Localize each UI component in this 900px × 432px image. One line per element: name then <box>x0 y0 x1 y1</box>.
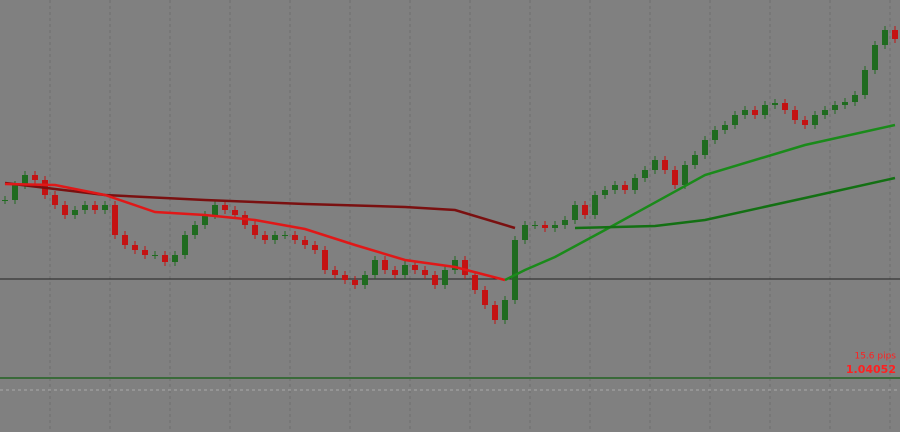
candle-body <box>832 105 838 110</box>
candle-body <box>762 105 768 115</box>
candle-body <box>702 140 708 155</box>
candle-body <box>812 115 818 125</box>
candle-body <box>842 102 848 105</box>
candle-body <box>22 175 28 185</box>
candle-body <box>512 240 518 300</box>
candle-body <box>822 110 828 115</box>
candle-body <box>412 265 418 270</box>
candle-body <box>282 235 288 236</box>
candle-body <box>602 190 608 195</box>
candle-body <box>2 200 8 201</box>
candle-body <box>452 260 458 270</box>
candle-body <box>332 270 338 275</box>
candle-body <box>322 250 328 270</box>
candle-body <box>772 103 778 105</box>
candle-body <box>152 255 158 256</box>
candle-body <box>482 290 488 305</box>
candle-body <box>372 260 378 275</box>
candle-body <box>272 235 278 240</box>
candle-body <box>232 210 238 215</box>
candle-body <box>582 205 588 215</box>
candle-body <box>692 155 698 165</box>
candle-body <box>722 125 728 130</box>
moving-average <box>4 182 506 282</box>
candle-body <box>132 245 138 250</box>
moving-average <box>504 123 896 282</box>
candle-body <box>342 275 348 280</box>
candle-body <box>532 225 538 226</box>
candle-body <box>752 110 758 115</box>
candle-body <box>252 225 258 235</box>
candle-body <box>222 205 228 210</box>
moving-average <box>574 176 896 230</box>
candle-body <box>82 205 88 210</box>
candle-body <box>612 185 618 190</box>
candle-body <box>422 270 428 275</box>
candle-body <box>462 260 468 275</box>
candle-body <box>432 275 438 285</box>
candle-body <box>522 225 528 240</box>
candle-body <box>142 250 148 255</box>
candle-body <box>262 235 268 240</box>
candle-body <box>442 270 448 285</box>
candle-body <box>182 235 188 255</box>
candle-body <box>352 280 358 285</box>
candle-body <box>192 225 198 235</box>
candle-body <box>892 30 898 39</box>
candle-body <box>302 240 308 245</box>
candle-body <box>732 115 738 125</box>
candle-body <box>742 110 748 115</box>
candle-body <box>292 235 298 240</box>
candle-body <box>202 215 208 225</box>
candle-body <box>852 95 858 102</box>
candle-body <box>792 110 798 120</box>
candle-body <box>622 185 628 190</box>
candle-body <box>72 210 78 215</box>
candle-body <box>492 305 498 320</box>
pips-label: 15.6 pips <box>854 352 896 362</box>
candle-body <box>552 225 558 228</box>
candle-body <box>502 300 508 320</box>
candle-body <box>102 205 108 210</box>
candle-body <box>872 45 878 70</box>
candle-body <box>382 260 388 270</box>
vertical-grid <box>49 0 891 432</box>
price-label: 1.04052 <box>846 363 896 376</box>
candle-body <box>642 170 648 178</box>
candle-body <box>662 160 668 170</box>
candle-body <box>362 275 368 285</box>
candle-body <box>652 160 658 170</box>
candle-body <box>12 185 18 200</box>
candle-body <box>162 255 168 262</box>
candle-body <box>212 205 218 215</box>
candle-body <box>472 275 478 290</box>
candle-body <box>172 255 178 262</box>
candle-body <box>862 70 868 95</box>
candle-body <box>542 225 548 228</box>
candle-body <box>92 205 98 210</box>
candle-body <box>592 195 598 215</box>
candle-body <box>392 270 398 275</box>
candle-body <box>572 205 578 220</box>
candle-body <box>802 120 808 125</box>
candle-body <box>52 195 58 205</box>
candle-body <box>122 235 128 245</box>
candle-body <box>562 220 568 225</box>
candle-body <box>312 245 318 250</box>
candle-body <box>682 165 688 185</box>
candle-body <box>112 205 118 235</box>
candle-body <box>782 103 788 110</box>
candle-body <box>632 178 638 190</box>
candle-body <box>62 205 68 215</box>
candle-body <box>672 170 678 185</box>
candle-body <box>882 30 888 45</box>
candle-body <box>32 175 38 180</box>
candle-body <box>712 130 718 140</box>
candle-body <box>402 265 408 275</box>
